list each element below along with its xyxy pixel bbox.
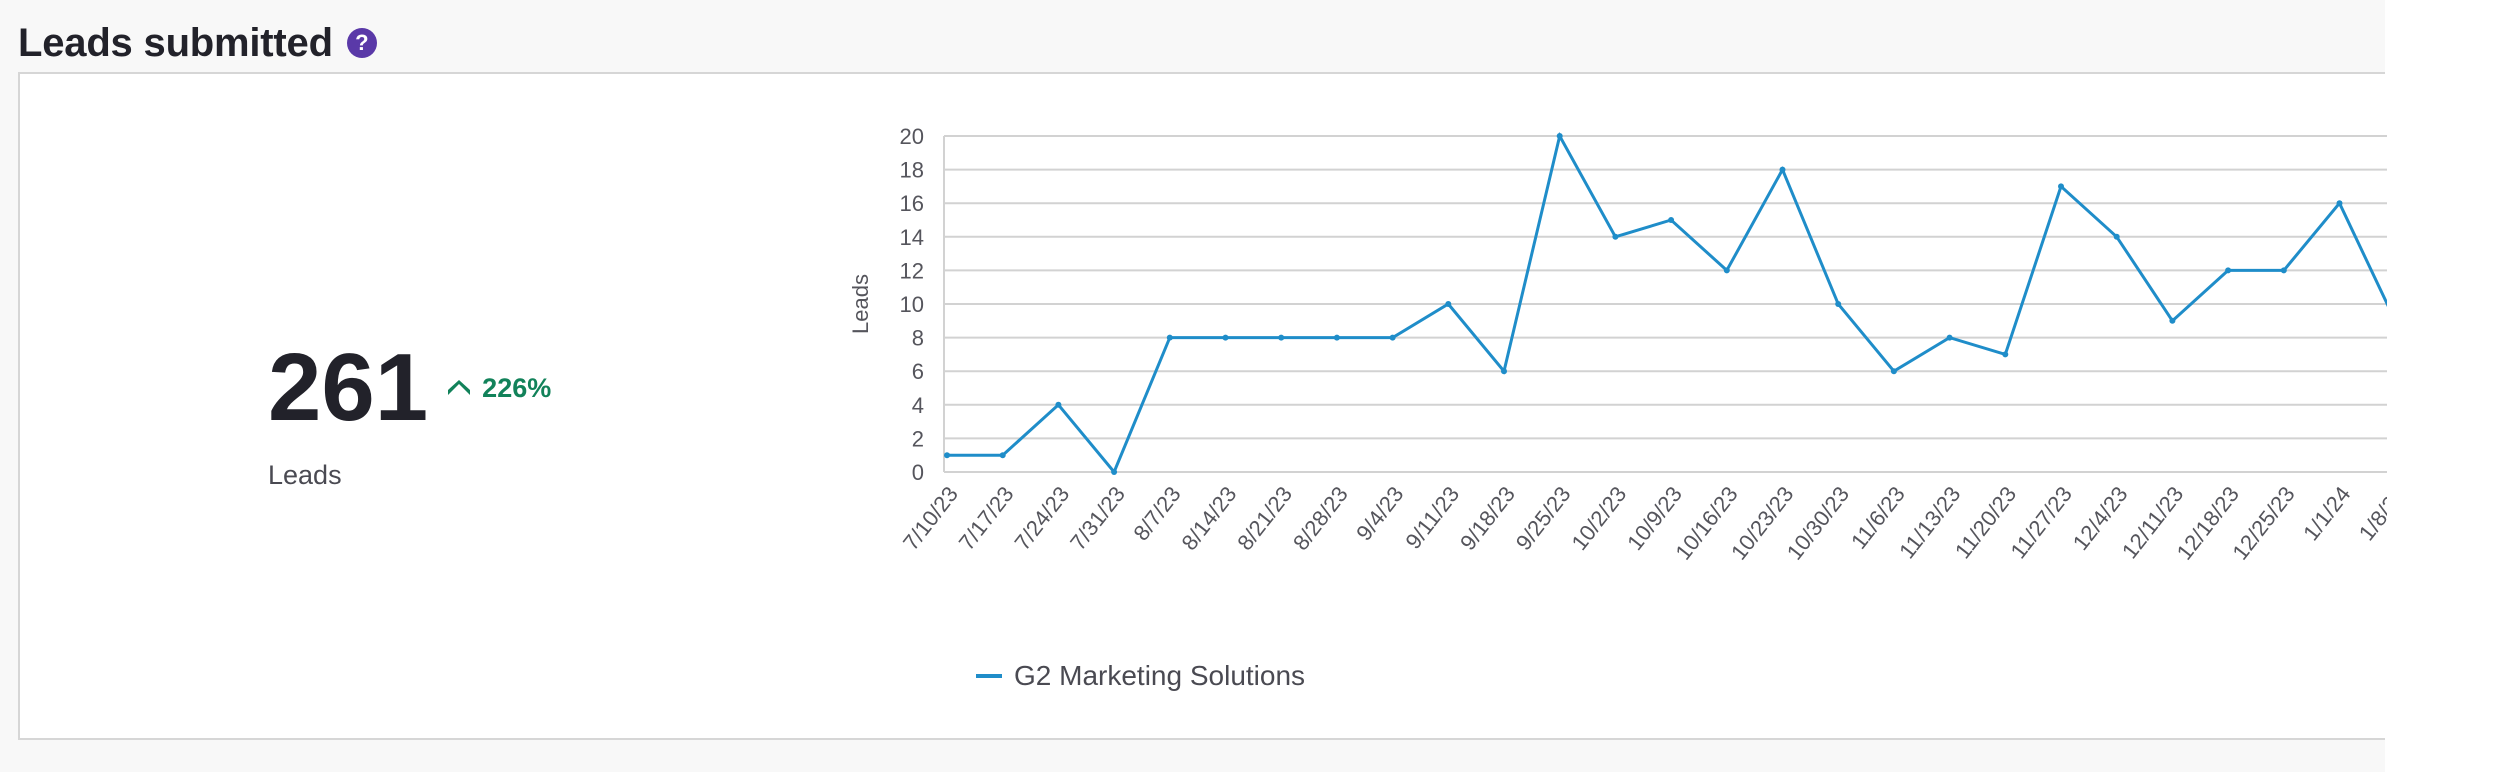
x-tick-label: 8/28/23 xyxy=(1288,482,1353,555)
y-tick-label: 10 xyxy=(900,292,924,317)
kpi-label: Leads xyxy=(268,460,342,490)
y-tick-label: 12 xyxy=(900,258,924,283)
data-point xyxy=(2058,183,2064,190)
data-point xyxy=(1723,267,1730,274)
x-tick-label: 7/10/23 xyxy=(898,482,963,555)
x-tick-label: 9/25/23 xyxy=(1511,482,1576,555)
data-point xyxy=(2002,351,2009,358)
chart-legend[interactable]: G2 Marketing Solutions xyxy=(976,660,1305,692)
chart-card: 261 226% Leads 0 2 4 6 8 10 12 14 16 18 20 Leads 7/1… xyxy=(18,72,2387,740)
data-point xyxy=(1501,368,1507,375)
data-point xyxy=(1333,334,1340,341)
data-point xyxy=(1278,334,1285,341)
legend-swatch xyxy=(976,674,1002,678)
y-tick-label: 6 xyxy=(912,359,924,384)
x-tick-label: 7/31/23 xyxy=(1065,482,1130,555)
data-point xyxy=(2336,200,2343,207)
data-point xyxy=(2113,233,2120,240)
data-point xyxy=(1835,301,1842,307)
y-axis-title: Leads xyxy=(848,274,873,334)
kpi-value: 261 xyxy=(268,334,429,441)
kpi-block: 261 226% Leads xyxy=(268,340,551,491)
y-tick-label: 2 xyxy=(912,426,924,451)
data-point xyxy=(1055,401,1062,408)
data-point xyxy=(999,452,1006,459)
y-tick-label: 16 xyxy=(900,191,924,216)
data-point xyxy=(1612,233,1619,240)
x-tick-label: 7/24/23 xyxy=(1009,482,1074,555)
data-point xyxy=(1111,469,1118,475)
data-point xyxy=(2225,267,2232,274)
widget-title: Leads submitted xyxy=(18,20,333,65)
x-tick-label: 8/7/23 xyxy=(1128,482,1185,546)
data-point xyxy=(1779,166,1786,173)
data-point xyxy=(1946,334,1953,341)
kpi-change: 226% xyxy=(446,373,551,404)
y-tick-label: 8 xyxy=(912,326,924,351)
legend-label: G2 Marketing Solutions xyxy=(1014,660,1306,691)
x-tick-label: 8/14/23 xyxy=(1177,482,1242,555)
chevron-up-icon xyxy=(448,380,471,395)
y-tick-label: 18 xyxy=(900,158,924,183)
x-tick-label: 1/8/24 xyxy=(2354,482,2387,546)
kpi-change-value: 226% xyxy=(482,372,552,403)
right-gutter xyxy=(2385,0,2494,772)
data-point xyxy=(1389,334,1396,341)
data-point xyxy=(1445,301,1452,307)
question-circle-icon[interactable]: ? xyxy=(346,28,377,58)
x-tick-label: 7/17/23 xyxy=(954,482,1019,555)
data-point xyxy=(1556,133,1563,139)
y-tick-label: 14 xyxy=(900,225,924,250)
x-tick-label: 1/1/24 xyxy=(2298,482,2355,546)
x-tick-label: 9/11/23 xyxy=(1400,482,1464,554)
x-tick-label: 10/2/23 xyxy=(1566,482,1631,555)
y-tick-label: 4 xyxy=(912,393,924,418)
data-point xyxy=(944,452,950,459)
line-chart: 0 2 4 6 8 10 12 14 16 18 20 Leads 7/10/237/17/237/24… xyxy=(848,124,2387,565)
data-point xyxy=(1166,334,1173,341)
data-point xyxy=(1890,368,1897,375)
y-tick-label: 0 xyxy=(912,460,924,485)
data-point xyxy=(1668,217,1675,223)
x-tick-label: 9/4/23 xyxy=(1351,482,1408,546)
data-point xyxy=(2280,267,2287,274)
y-tick-label: 20 xyxy=(900,124,924,149)
data-point xyxy=(1222,334,1229,341)
widget-header: Leads submitted ? xyxy=(18,18,377,68)
x-tick-label: 8/21/23 xyxy=(1232,482,1297,555)
x-tick-label: 9/18/23 xyxy=(1455,482,1520,555)
data-point xyxy=(2169,317,2176,324)
